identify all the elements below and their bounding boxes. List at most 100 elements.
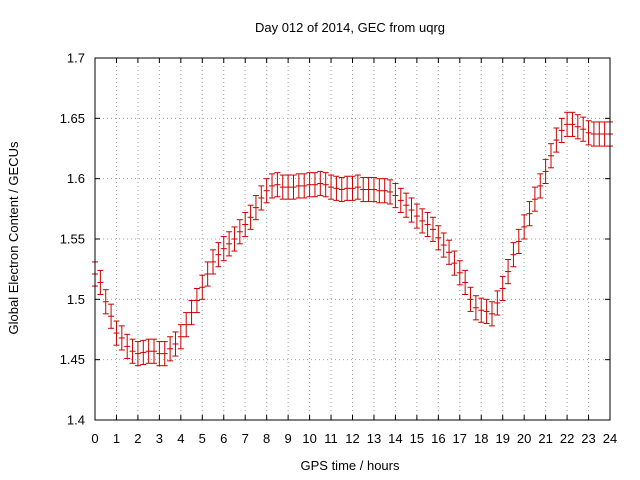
x-tick-label: 4 [177,431,184,446]
axis-ticks: 0 1 2 3 4 5 6 7 8 9 10 11 12 13 14 15 16 17 18 19 20 21 22 23 24… [60,51,618,447]
data-point [456,260,463,286]
x-tick-label: 11 [324,431,338,446]
data-point [247,204,254,230]
data-point [285,174,292,200]
x-tick-label: 5 [199,431,206,446]
data-point [161,341,168,367]
data-point [242,211,249,238]
grid [95,58,610,420]
x-tick-label: 23 [581,431,595,446]
data-point [199,274,206,300]
y-tick-label: 1.45 [60,352,85,367]
x-tick-label: 17 [453,431,467,446]
data-point [488,301,495,327]
data-point [183,312,190,338]
data-point [349,175,356,201]
data-point [440,232,447,258]
data-point [263,178,270,204]
data-point [601,121,608,147]
data-point [113,320,120,346]
data-series-gec [92,111,613,367]
data-point [172,331,179,357]
x-tick-label: 9 [285,431,292,446]
data-point [392,182,399,209]
data-point [215,242,222,268]
x-tick-label: 1 [113,431,120,446]
data-point [381,178,388,204]
x-tick-label: 14 [388,431,402,446]
y-tick-label: 1.55 [60,232,85,247]
data-point [151,338,158,364]
data-point [328,174,335,200]
y-tick-label: 1.7 [67,51,85,66]
data-point [526,201,533,227]
x-tick-label: 15 [410,431,424,446]
data-point [156,341,163,367]
data-point [462,269,469,296]
chart-title: Day 012 of 2014, GEC from uqrg [255,20,445,35]
data-point [419,208,426,234]
data-point [167,336,174,362]
data-point [333,175,340,201]
x-tick-label: 13 [367,431,381,446]
data-point [290,174,297,200]
data-point [467,286,474,312]
y-tick-label: 1.6 [67,171,85,186]
data-point [145,338,152,364]
x-tick-label: 19 [495,431,509,446]
data-point [585,120,592,146]
data-point [590,121,597,147]
data-point [370,176,377,203]
data-point [102,289,109,315]
y-tick-label: 1.4 [67,413,85,428]
data-point [252,195,259,221]
data-point [387,179,394,205]
data-point [542,158,549,184]
data-point [226,231,233,257]
data-point [569,111,576,137]
data-point [311,172,318,198]
y-axis-label: Global Electron Content / GECUs [6,141,21,334]
data-point [108,303,115,329]
data-point [531,186,538,212]
data-point [338,176,345,203]
data-point [574,114,581,140]
data-point [505,259,512,285]
data-point [134,341,141,367]
x-tick-label: 21 [538,431,552,446]
data-point [188,300,195,326]
data-point [210,249,217,275]
data-point [537,173,544,199]
x-tick-label: 18 [474,431,488,446]
x-tick-label: 10 [302,431,316,446]
x-tick-label: 20 [517,431,531,446]
data-point [306,172,313,198]
data-point [397,187,404,213]
data-point [258,185,265,211]
data-point [499,275,506,302]
data-point [360,176,367,203]
x-tick-label: 3 [156,431,163,446]
x-tick-label: 24 [603,431,617,446]
data-point [483,298,490,324]
data-point [231,226,238,252]
x-tick-label: 2 [134,431,141,446]
data-point [301,173,308,199]
x-tick-label: 8 [263,431,270,446]
data-point [403,192,410,218]
data-point [193,287,200,314]
data-point [365,176,372,203]
y-tick-label: 1.65 [60,111,85,126]
data-point [451,250,458,276]
data-point [564,111,571,137]
data-point [547,143,554,169]
y-tick-label: 1.5 [67,292,85,307]
x-tick-label: 6 [220,431,227,446]
x-tick-label: 12 [345,431,359,446]
data-point [274,172,281,198]
data-point [269,173,276,199]
data-point [354,174,361,200]
x-tick-label: 16 [431,431,445,446]
